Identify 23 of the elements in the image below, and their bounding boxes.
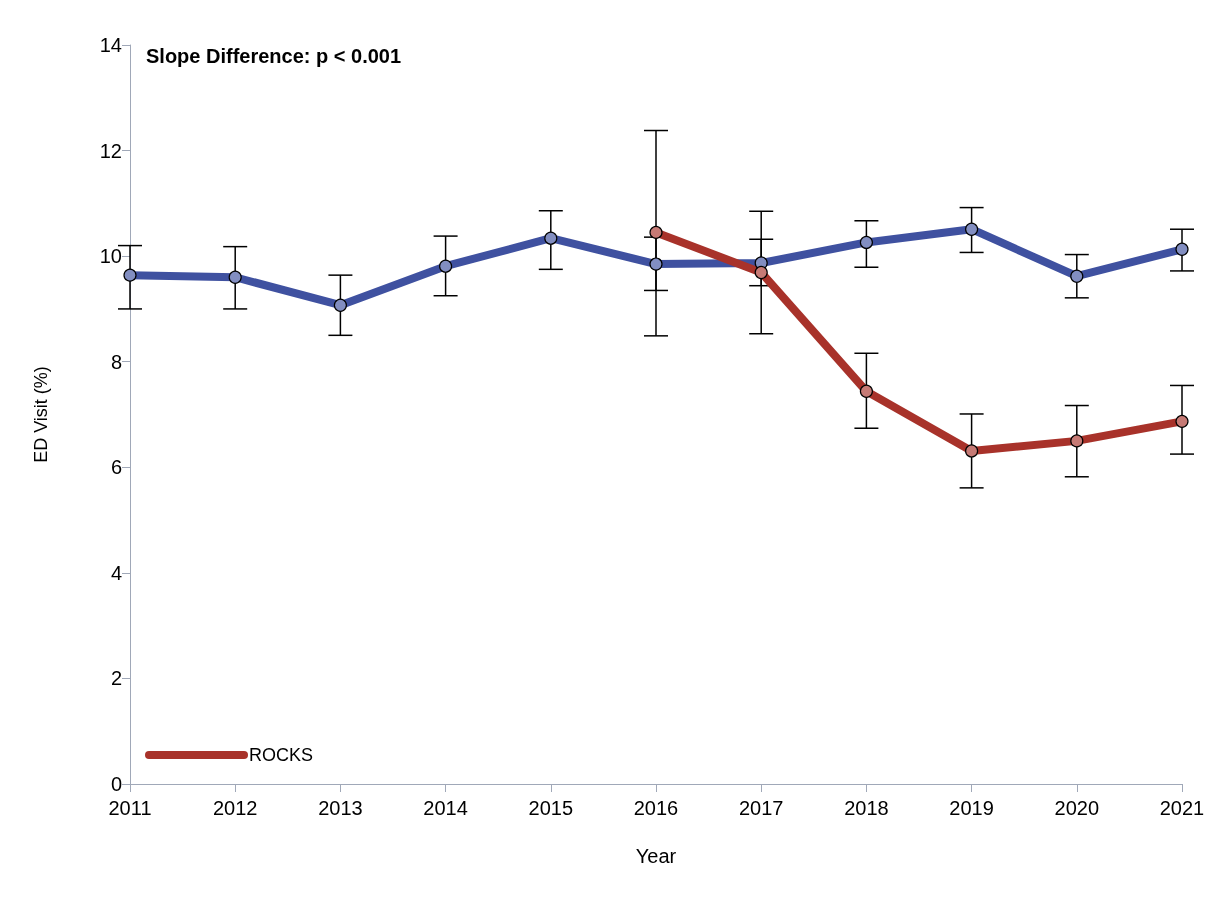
x-tick-label: 2013 bbox=[318, 797, 363, 819]
x-tick-label: 2014 bbox=[423, 797, 468, 819]
y-tick-label: 8 bbox=[110, 350, 122, 373]
y-tick-label: 4 bbox=[110, 561, 122, 584]
x-tick-label: 2015 bbox=[528, 797, 574, 819]
x-tick-label: 2019 bbox=[949, 797, 994, 819]
y-axis-title: ED Visit (%) bbox=[31, 366, 51, 463]
x-tick-label: 2018 bbox=[844, 797, 889, 819]
text: ROCKS bbox=[249, 745, 314, 765]
x-tick-label: 2016 bbox=[633, 797, 679, 819]
x-axis-title: Year bbox=[635, 845, 677, 867]
x-tick-label: 2021 bbox=[1159, 797, 1205, 819]
annotation: Slope Difference: p < 0.001 bbox=[146, 45, 402, 67]
x-tick-label: 2020 bbox=[1054, 797, 1100, 819]
y-tick-label: 12 bbox=[99, 139, 122, 162]
x-tick-label: 2012 bbox=[212, 797, 258, 819]
x-tick-label: 2017 bbox=[738, 797, 784, 819]
x-tick-label: 2011 bbox=[108, 797, 152, 819]
y-tick-label: 6 bbox=[110, 456, 122, 479]
y-tick-label: 10 bbox=[99, 245, 122, 268]
y-tick-label: 14 bbox=[99, 34, 122, 56]
y-tick-label: 2 bbox=[110, 667, 122, 690]
y-tick-label: 0 bbox=[110, 773, 122, 795]
